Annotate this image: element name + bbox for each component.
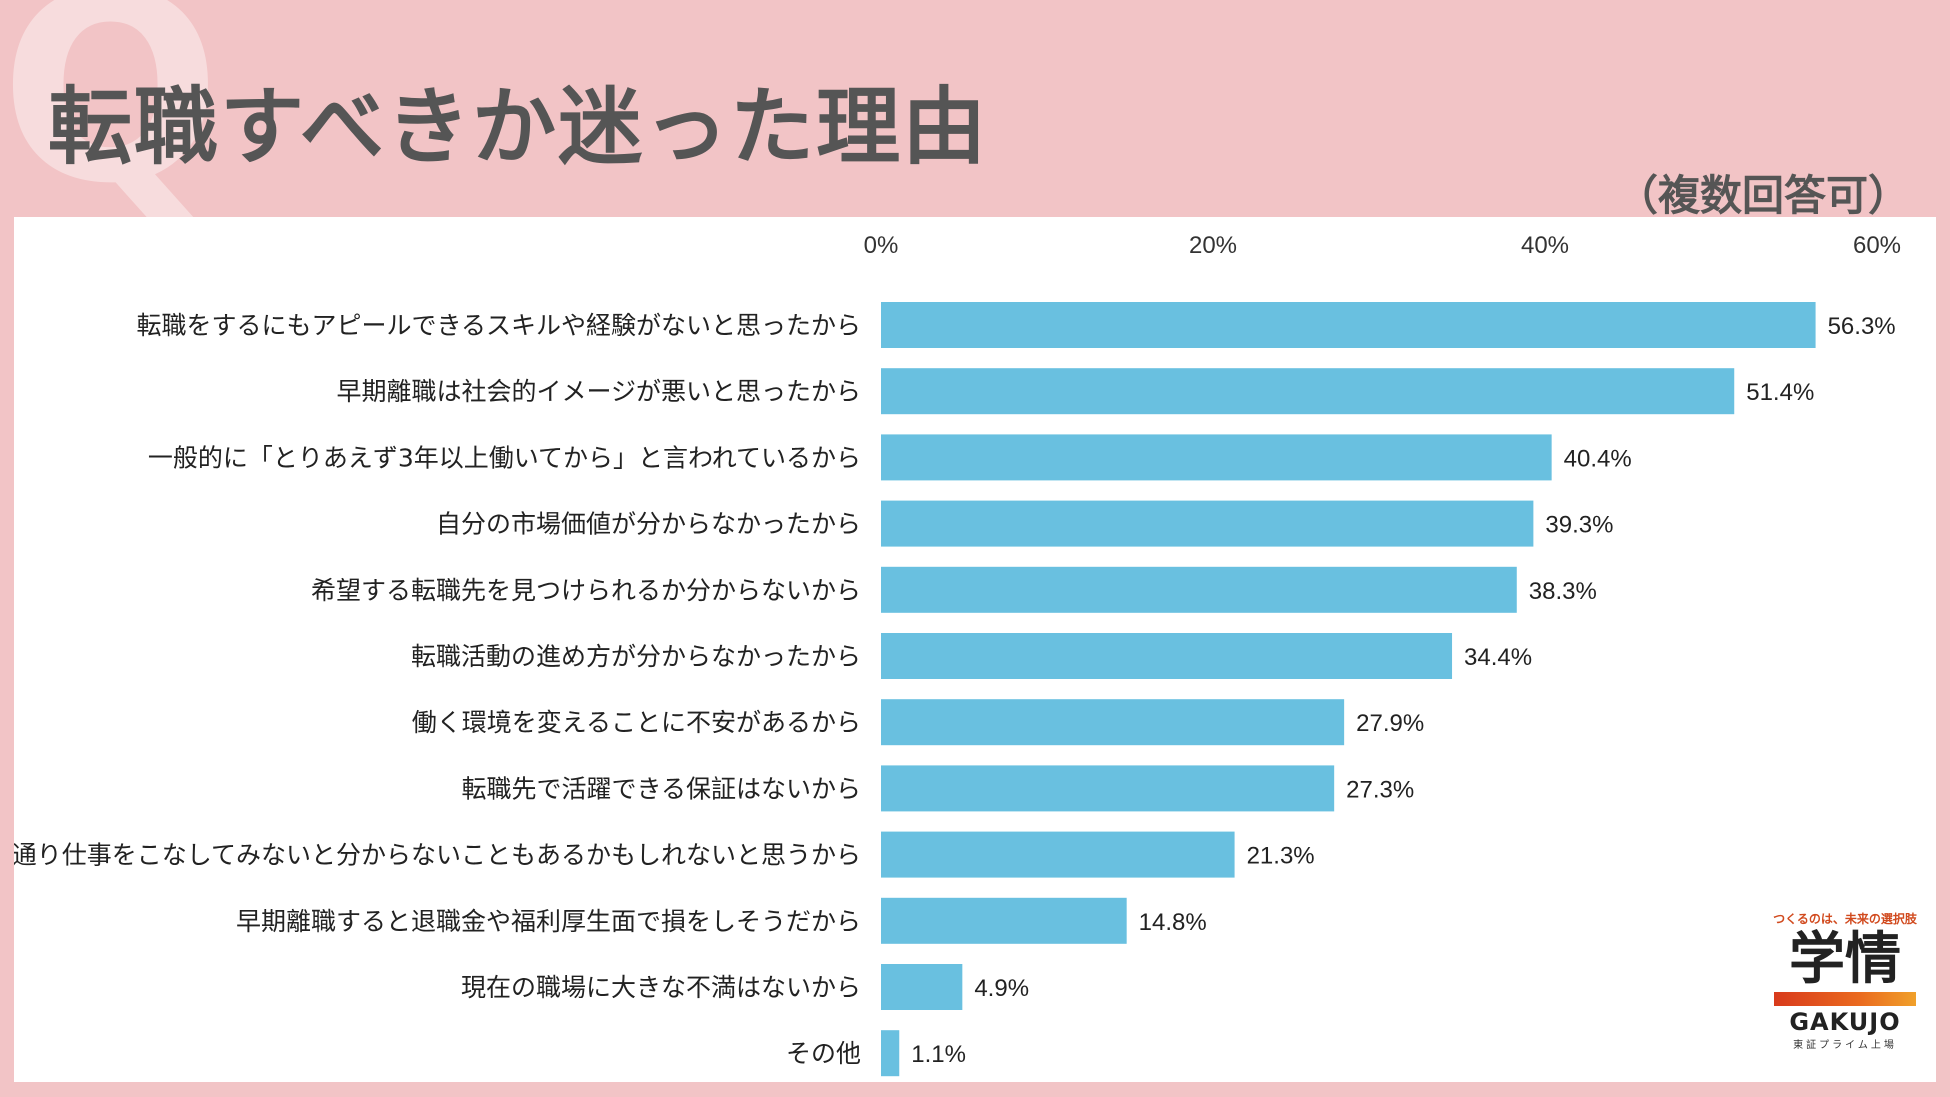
data-label: 27.9% [1356,710,1424,737]
chart-panel: 0% 20% 40% 60% 転職をするにもアピールできるスキルや経験がないと思ったから… [14,217,1936,1082]
x-axis-tick-label: 20% [1189,232,1237,259]
category-label: 希望する転職先を見つけられるか分からないから [311,576,861,605]
bar [881,831,1235,878]
bar [881,765,1335,812]
logo-listing: 東証プライム上場 [1793,1039,1897,1051]
category-label: 自分の市場価値が分からなかったから [436,510,861,539]
x-axis-tick-label: 60% [1853,232,1901,259]
category-label: 早期離職は社会的イメージが悪いと思ったから [336,377,861,406]
logo-name-en: GAKUJO [1789,1007,1901,1036]
category-label: 一般的に「とりあえず3年以上働いてから」と言われているから [148,443,861,472]
logo-tagline: つくるのは、未来の選択肢 [1773,912,1917,926]
data-label: 34.4% [1464,644,1532,671]
category-label: 転職をするにもアピールできるスキルや経験がないと思ったから [136,311,861,340]
bar [881,1030,900,1077]
category-label: 転職先で活躍できる保証はないから [461,774,861,803]
x-axis-tick-label: 40% [1521,232,1569,259]
data-label: 27.3% [1346,776,1414,803]
logo-name: 学情 [1789,927,1901,992]
bar [881,368,1735,415]
data-label: 14.8% [1139,909,1207,936]
bar [881,434,1552,481]
category-label: 一通り仕事をこなしてみないと分からないこともあるかもしれないと思うから [14,841,861,870]
logo-color-bar [1774,991,1916,1006]
bar [881,500,1534,547]
category-label: 働く環境を変えることに不安があるから [412,708,861,737]
category-label: その他 [786,1039,861,1068]
data-label: 38.3% [1529,578,1597,605]
category-label: 早期離職すると退職金や福利厚生面で損をしそうだから [236,907,861,936]
data-label: 1.1% [911,1041,966,1068]
q-mark-decoration: Q [0,0,222,241]
gakujo-logo: つくるのは、未来の選択肢 学情 GAKUJO 東証プライム上場 [1760,910,1930,1070]
data-label: 40.4% [1564,445,1632,472]
bar-chart: 0% 20% 40% 60% 転職をするにもアピールできるスキルや経験がないと思ったから… [14,232,1901,1077]
data-label: 4.9% [974,975,1029,1002]
bar [881,699,1345,746]
page-title: 転職すべきか迷った理由 [48,78,989,176]
data-label: 21.3% [1247,843,1315,870]
bar [881,964,963,1010]
multiple-answer-note: （複数回答可） [1615,171,1910,220]
bar [881,897,1127,944]
bar [881,566,1517,613]
data-label: 39.3% [1545,512,1613,539]
category-label: 現在の職場に大きな不満はないから [461,973,861,1002]
data-label: 56.3% [1828,313,1896,340]
bar [881,302,1816,348]
bar [881,633,1453,679]
x-axis-tick-label: 0% [864,232,899,259]
category-label: 転職活動の進め方が分からなかったから [411,642,861,671]
data-label: 51.4% [1746,379,1814,406]
